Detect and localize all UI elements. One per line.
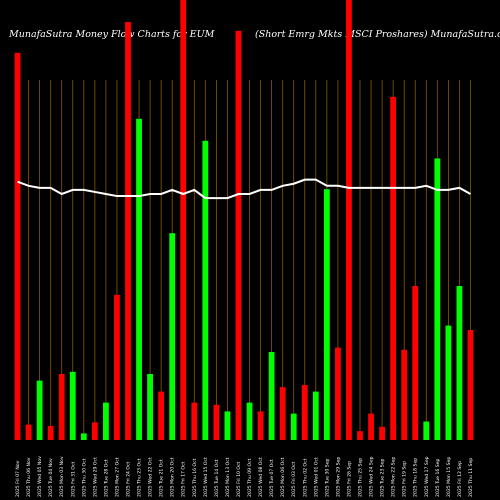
- tick-label: 2025 Mon 27 Oct: [114, 457, 120, 497]
- tick-label: 2025 Fri 17 Oct: [181, 461, 187, 497]
- line-series: [17, 178, 471, 200]
- tick-label: 2025 Thu 02 Oct: [302, 458, 308, 497]
- tick-label: 2025 Mon 29 Sep: [335, 457, 341, 497]
- bar: [158, 391, 165, 440]
- bar: [169, 233, 176, 440]
- tick-label: 2025 Tue 14 Oct: [214, 459, 220, 497]
- bar: [103, 402, 109, 440]
- money-flow-line: [17, 178, 471, 200]
- tick-label: 2025 Mon 22 Sep: [391, 457, 397, 497]
- bar: [246, 402, 253, 440]
- chart-subtitle: (Short Emrg Mkts MSCI Proshares) MunafaS…: [255, 29, 500, 40]
- bar: [136, 118, 142, 441]
- bar: [213, 404, 220, 440]
- bar: [456, 286, 463, 440]
- tick-label: 2025 Mon 20 Oct: [170, 457, 176, 497]
- tick-label: 2025 Fri 31 Oct: [70, 461, 76, 497]
- bar: [235, 30, 242, 441]
- tick-label: 2025 Tue 04 Nov: [48, 458, 54, 497]
- bar: [80, 433, 87, 440]
- tick-label: 2025 Thu 16 Oct: [192, 458, 198, 497]
- tick-label: 2025 Wed 22 Oct: [148, 457, 154, 497]
- tick-label: 2025 Wed 05 Nov: [37, 456, 43, 497]
- bar: [368, 413, 374, 440]
- bar: [91, 422, 98, 440]
- tick-label: 2025 Wed 29 Oct: [92, 457, 98, 497]
- tick-label: 2025 Mon 03 Nov: [59, 456, 65, 497]
- tick-label: 2025 Fri 26 Sep: [346, 461, 352, 497]
- tick-label: 2025 Thu 30 Oct: [81, 458, 87, 497]
- tick-label: 2025 Fri 12 Sep: [457, 461, 463, 497]
- bar-series: [14, 0, 474, 441]
- x-axis-tick-labels: 2025 Fri 07 Nov 2025 Thu 06 Nov 2025 Wed 0…: [15, 456, 474, 497]
- bar: [467, 330, 474, 440]
- bar: [202, 140, 209, 441]
- bar: [346, 0, 352, 440]
- tick-label: 2025 Wed 15 Oct: [203, 457, 209, 497]
- tick-label: 2025 Fri 07 Nov: [15, 460, 21, 497]
- bar: [323, 189, 330, 440]
- bar: [268, 352, 275, 440]
- tick-label: 2025 Mon 15 Sep: [446, 457, 452, 497]
- bar: [279, 387, 286, 440]
- tick-label: 2025 Thu 18 Sep: [413, 458, 419, 497]
- tick-label: 2025 Tue 16 Sep: [435, 458, 441, 497]
- tick-label: 2025 Wed 01 Oct: [313, 457, 319, 497]
- tick-label: 2025 Thu 11 Sep: [468, 458, 474, 497]
- bar: [445, 325, 452, 440]
- tick-label: 2025 Mon 06 Oct: [280, 457, 286, 497]
- bar: [312, 391, 319, 440]
- bar: [434, 158, 441, 440]
- bar: [290, 413, 297, 440]
- bar: [125, 22, 131, 440]
- tick-label: 2025 Tue 21 Oct: [159, 459, 165, 497]
- bar: [25, 424, 32, 440]
- bar: [257, 411, 264, 440]
- bar: [401, 349, 408, 440]
- tick-label: 2025 Wed 08 Oct: [258, 457, 264, 497]
- tick-label: 2025 Thu 25 Sep: [358, 458, 364, 497]
- bar: [423, 421, 430, 440]
- tick-label: 2025 Fri 19 Sep: [402, 461, 408, 497]
- bar: [14, 52, 21, 441]
- tick-label: 2025 Thu 06 Nov: [26, 457, 32, 497]
- bar: [69, 371, 76, 440]
- bar: [301, 385, 308, 440]
- bar: [114, 294, 120, 440]
- bar: [180, 0, 187, 440]
- bar: [147, 374, 153, 440]
- tick-label: 2025 Tue 23 Sep: [380, 458, 386, 497]
- bar: [390, 96, 397, 441]
- tick-label: 2025 Fri 10 Oct: [236, 461, 242, 497]
- tick-label: 2025 Wed 24 Sep: [369, 456, 375, 497]
- bar: [379, 426, 385, 440]
- bar: [357, 431, 363, 440]
- tick-label: 2025 Fri 24 Oct: [126, 461, 132, 497]
- tick-label: 2025 Tue 30 Sep: [324, 458, 330, 497]
- bar: [335, 347, 341, 440]
- chart-title: MunafaSutra Money Flow Charts for EUM: [8, 29, 215, 40]
- bar: [58, 374, 65, 440]
- tick-label: 2025 Thu 23 Oct: [137, 458, 143, 497]
- bar: [47, 425, 54, 440]
- tick-label: 2025 Tue 28 Oct: [103, 459, 109, 497]
- bar: [224, 411, 231, 440]
- tick-label: 2025 Mon 13 Oct: [225, 457, 231, 497]
- tick-label: 2025 Fri 03 Oct: [291, 461, 297, 497]
- bar: [36, 380, 43, 440]
- tick-label: 2025 Tue 07 Oct: [269, 459, 275, 497]
- tick-label: 2025 Wed 17 Sep: [424, 456, 430, 497]
- bar: [412, 286, 419, 440]
- tick-label: 2025 Thu 09 Oct: [247, 458, 253, 497]
- bar: [191, 402, 198, 440]
